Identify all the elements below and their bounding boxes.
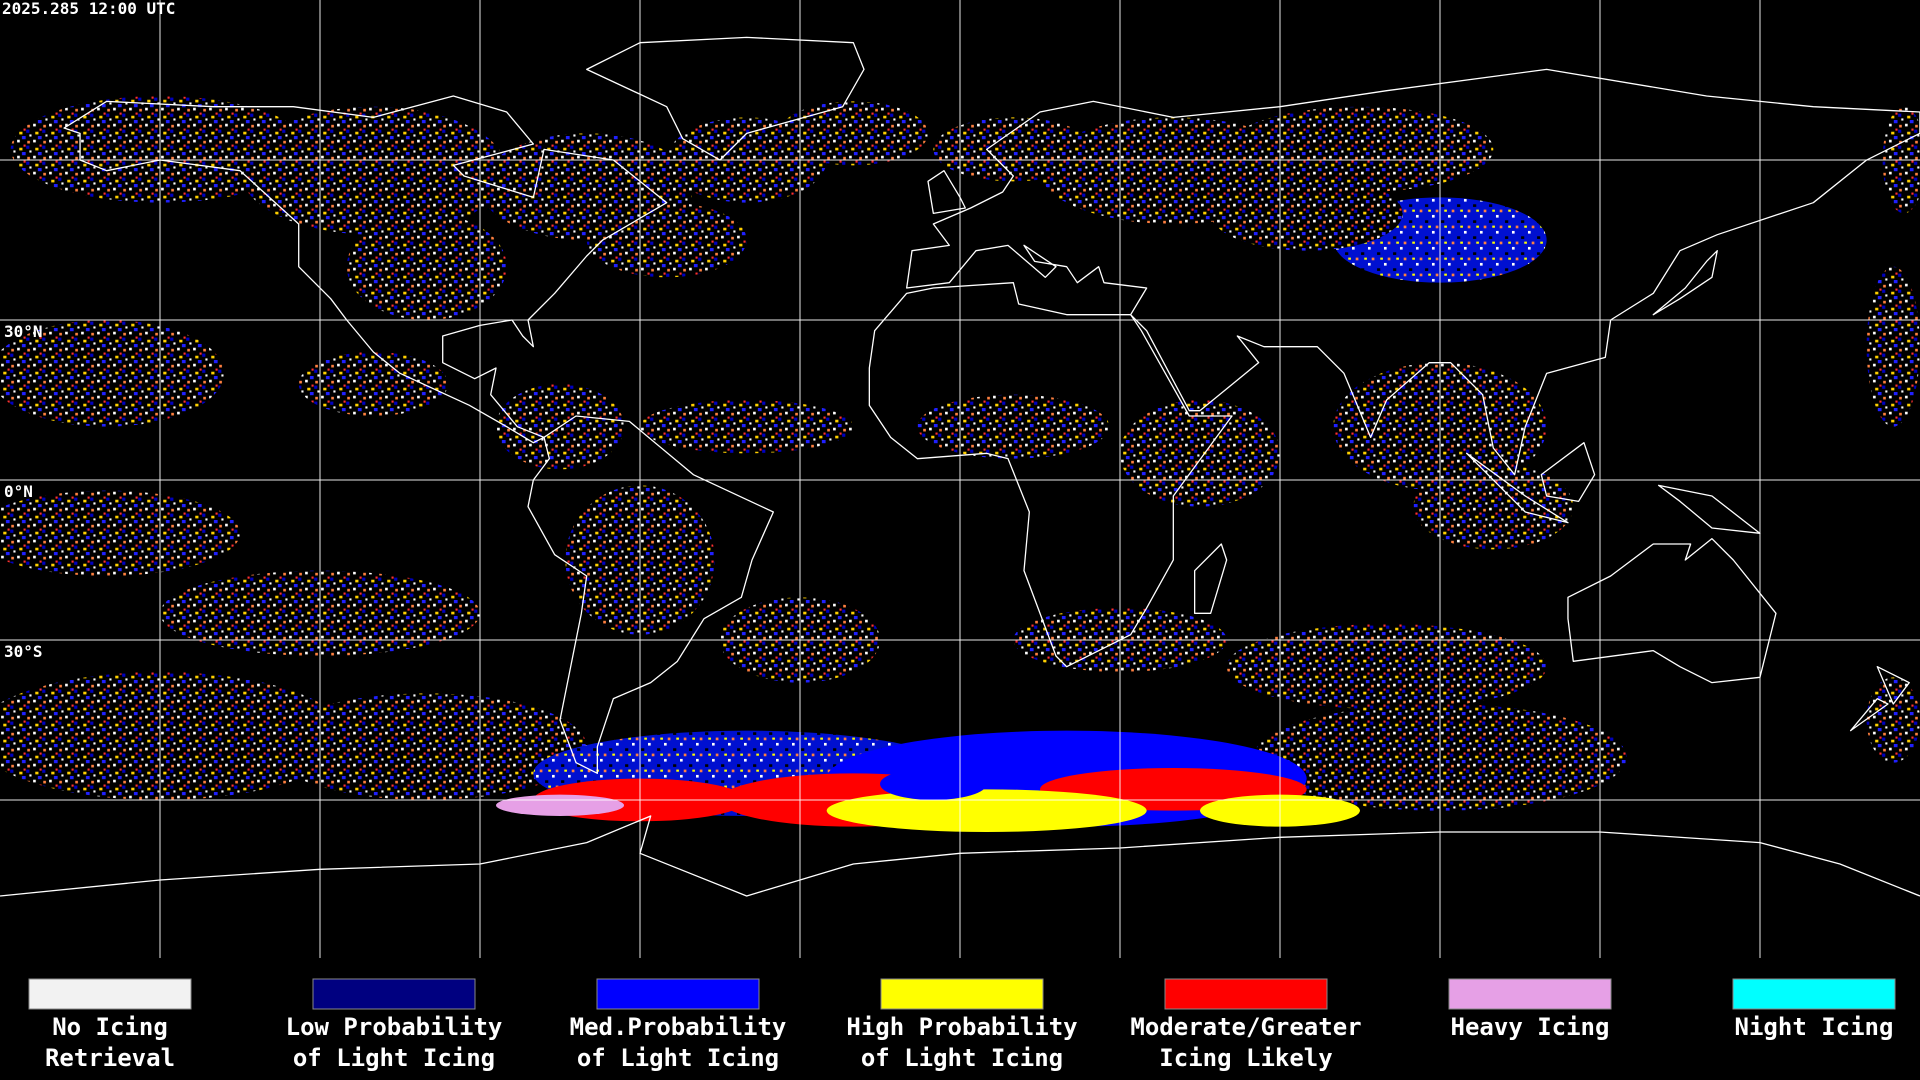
lat-label: 30°S: [4, 642, 43, 661]
icing-patch: [1413, 464, 1574, 550]
icing-patch: [640, 400, 854, 454]
icing-patch: [826, 789, 1147, 832]
coast-north-america: [64, 96, 667, 443]
map-area: [0, 0, 1920, 958]
legend-label: Night Icing: [1735, 1013, 1894, 1041]
icing-patch: [1226, 623, 1547, 710]
icing-patch: [586, 202, 747, 278]
latitude-labels: 30°N 0°N 30°S: [4, 322, 43, 661]
icing-patch: [0, 320, 225, 427]
legend-swatch: [28, 978, 192, 1010]
icing-patch: [240, 106, 507, 235]
coast-indonesia: [1467, 443, 1760, 534]
legend-swatch: [1164, 978, 1328, 1010]
icing-patch: [496, 794, 625, 816]
icing-patch: [1866, 266, 1920, 427]
icing-patch: [1226, 106, 1494, 193]
legend: No Icing Retrieval Low Probability of Light…: [28, 978, 1896, 1072]
coast-madagascar: [1195, 544, 1227, 613]
legend-label: of Light Icing: [577, 1044, 779, 1072]
legend-swatch: [1732, 978, 1896, 1010]
coast-antarctica: [0, 816, 1920, 896]
icing-patch: [880, 767, 987, 800]
icing-patch: [1210, 176, 1403, 251]
icing-patch: [1866, 677, 1920, 763]
lat-label: 0°N: [4, 482, 33, 501]
graticule: [0, 0, 1920, 958]
coast-japan: [1653, 251, 1717, 315]
legend-label: High Probability: [846, 1013, 1077, 1041]
legend-label: No Icing: [52, 1013, 168, 1041]
legend-label: Retrieval: [45, 1044, 175, 1072]
legend-label: of Light Icing: [293, 1044, 495, 1072]
legend-label: Moderate/Greater: [1130, 1013, 1361, 1041]
coast-south-america: [528, 416, 773, 773]
legend-label: Heavy Icing: [1451, 1013, 1610, 1041]
icing-patch: [346, 213, 507, 321]
icing-overlay: [0, 96, 1920, 832]
coast-eurasia: [907, 69, 1920, 474]
legend-label: of Light Icing: [861, 1044, 1063, 1072]
legend-swatch: [312, 978, 476, 1010]
icing-patch: [0, 490, 241, 576]
timestamp: 2025.285 12:00 UTC: [2, 0, 175, 18]
icing-patch: [778, 101, 929, 166]
icing-patch: [266, 693, 587, 800]
icing-patch: [917, 394, 1110, 459]
legend-swatch: [880, 978, 1044, 1010]
legend-label: Med.Probability: [570, 1013, 787, 1041]
coast-africa: [869, 283, 1232, 667]
icing-patch: [298, 352, 449, 417]
legend-label: Low Probability: [286, 1013, 503, 1041]
icing-patch: [0, 672, 347, 800]
legend-swatch: [596, 978, 760, 1010]
lat-label: 30°N: [4, 322, 43, 341]
legend-swatch: [1448, 978, 1612, 1010]
coast-new-zealand: [1851, 667, 1910, 731]
legend-label: Icing Likely: [1159, 1044, 1332, 1072]
coastlines: [0, 37, 1920, 896]
coast-greenland: [587, 37, 864, 160]
